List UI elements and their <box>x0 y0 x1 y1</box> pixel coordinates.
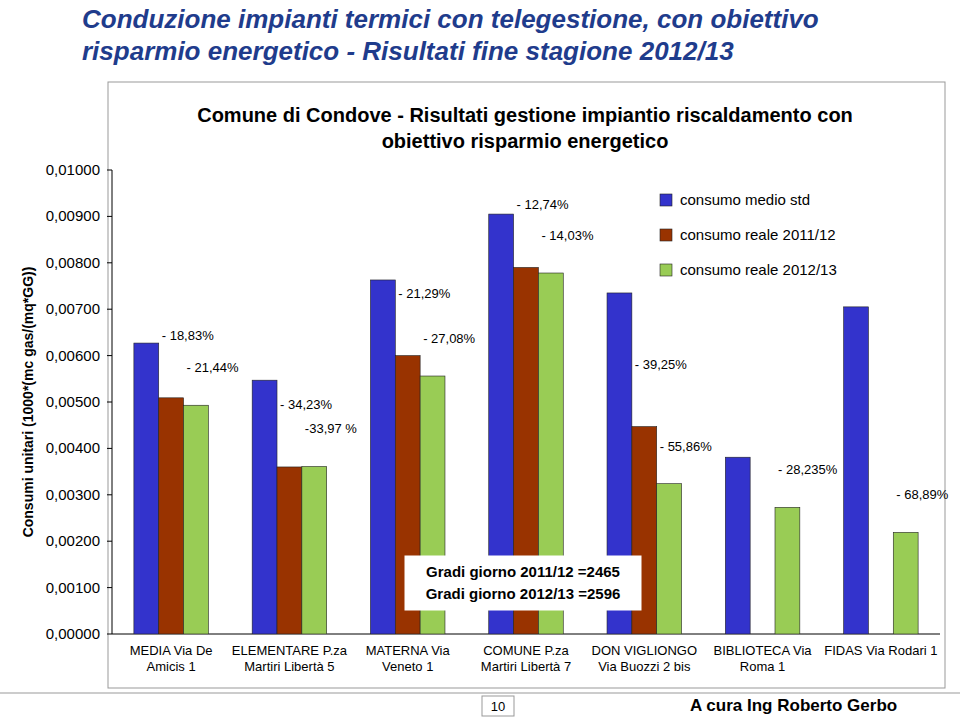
tick-mark <box>107 216 112 217</box>
annotation-box-line: Gradi giorno 2011/12 =2465 <box>426 563 620 580</box>
text-line: Veneto 1 <box>382 659 433 674</box>
tick-label: 0,00900 <box>46 207 100 224</box>
legend-swatch <box>660 264 672 276</box>
text-line: MATERNA Via <box>366 643 451 658</box>
annotation: -33,97 % <box>305 421 357 436</box>
annotation: - 39,25% <box>635 357 687 372</box>
text-line: risparmio energetico - Risultati fine st… <box>82 36 734 66</box>
tick-label: 0,00700 <box>46 300 100 317</box>
tick-label: 0,00400 <box>46 439 100 456</box>
chart-frame <box>108 82 945 688</box>
footer-line <box>0 693 960 694</box>
text-line: BIBLIOTECA Via <box>714 643 813 658</box>
tick-mark <box>107 634 112 635</box>
tick-label: 0,00100 <box>46 579 100 596</box>
bar <box>725 457 750 634</box>
annotation: - 21,44% <box>187 360 239 375</box>
category-label: MEDIA Via DeAmicis 1 <box>130 643 213 674</box>
tick-mark <box>107 587 112 588</box>
annotation: - 28,235% <box>778 462 838 477</box>
tick-mark <box>107 170 112 171</box>
tick-mark <box>107 402 112 403</box>
text-line: Roma 1 <box>740 659 786 674</box>
legend-entry: consumo reale 2011/12 <box>680 226 836 243</box>
text-line: ELEMENTARE P.za <box>232 643 348 658</box>
category-label: MATERNA ViaVeneto 1 <box>366 643 451 674</box>
legend-swatch <box>660 194 672 206</box>
category-label: ELEMENTARE P.zaMartiri Libertà 5 <box>232 643 348 674</box>
tick-label: 0,00500 <box>46 393 100 410</box>
text-line: Amicis 1 <box>147 659 196 674</box>
chart-title: Comune di Condove - Risultati gestione i… <box>197 104 853 152</box>
tick-label: 0,00000 <box>46 625 100 642</box>
category-label: FIDAS Via Rodari 1 <box>824 643 937 658</box>
bars <box>134 214 918 634</box>
bar <box>302 466 327 634</box>
page-number: 10 <box>491 699 505 714</box>
bar <box>277 467 302 634</box>
text-line: COMUNE P.za <box>483 643 569 658</box>
annotation: - 55,86% <box>660 439 712 454</box>
tick-mark <box>107 262 112 263</box>
page: {"page": {"header": "Conduzione impianti… <box>0 0 960 717</box>
tick-mark <box>107 448 112 449</box>
tick-mark <box>107 541 112 542</box>
text-line: Martiri Libertà 7 <box>481 659 571 674</box>
bar <box>775 507 800 634</box>
tick-mark <box>107 494 112 495</box>
legend-swatch <box>660 229 672 241</box>
text-line: Via Buozzi 2 bis <box>598 659 691 674</box>
bar <box>184 405 209 634</box>
tick-label: 0,00300 <box>46 486 100 503</box>
text-line: Conduzione impianti termici con telegest… <box>82 4 819 34</box>
tick-label: 0,00600 <box>46 347 100 364</box>
text-line: obiettivo risparmio energetico <box>382 130 669 152</box>
annotation: - 68,89% <box>896 487 948 502</box>
category-label: BIBLIOTECA ViaRoma 1 <box>714 643 813 674</box>
text-line: Martiri Libertà 5 <box>244 659 334 674</box>
bar <box>134 343 159 634</box>
legend-entry: consumo medio std <box>680 191 810 208</box>
annotation: - 34,23% <box>280 397 332 412</box>
category-label: COMUNE P.zaMartiri Libertà 7 <box>481 643 571 674</box>
tick-label: 0,00800 <box>46 254 100 271</box>
annotation: - 27,08% <box>423 331 475 346</box>
y-axis-line <box>112 170 113 634</box>
annotation: - 21,29% <box>398 286 450 301</box>
footer-text: A cura Ing Roberto Gerbo <box>690 696 897 715</box>
annotation: - 14,03% <box>541 228 593 243</box>
y-axis-label: Consumi unitari (1000*(mc gas/(mq*GG)) <box>20 267 36 538</box>
tick-label: 0,00200 <box>46 532 100 549</box>
tick-mark <box>107 309 112 310</box>
tick-mark <box>107 355 112 356</box>
text-line: MEDIA Via De <box>130 643 213 658</box>
text-line: FIDAS Via Rodari 1 <box>824 643 937 658</box>
legend-entry: consumo reale 2012/13 <box>680 261 837 278</box>
bar <box>893 532 918 634</box>
bar <box>252 380 277 634</box>
text-line: DON VIGLIONGO <box>592 643 697 658</box>
chart-svg: Conduzione impianti termici con telegest… <box>0 0 960 717</box>
bar <box>844 307 869 634</box>
annotation: - 12,74% <box>517 197 569 212</box>
annotation: - 18,83% <box>162 328 214 343</box>
bar <box>370 280 395 634</box>
annotation-box <box>405 556 641 610</box>
text-line: Comune di Condove - Risultati gestione i… <box>197 104 853 126</box>
page-header: Conduzione impianti termici con telegest… <box>82 4 819 66</box>
tick-label: 0,01000 <box>46 161 100 178</box>
page-number-box <box>482 696 514 716</box>
annotation-box-line: Gradi giorno 2012/13 =2596 <box>426 585 621 602</box>
bar <box>159 398 184 634</box>
category-label: DON VIGLIONGOVia Buozzi 2 bis <box>592 643 697 674</box>
bar <box>657 484 682 634</box>
